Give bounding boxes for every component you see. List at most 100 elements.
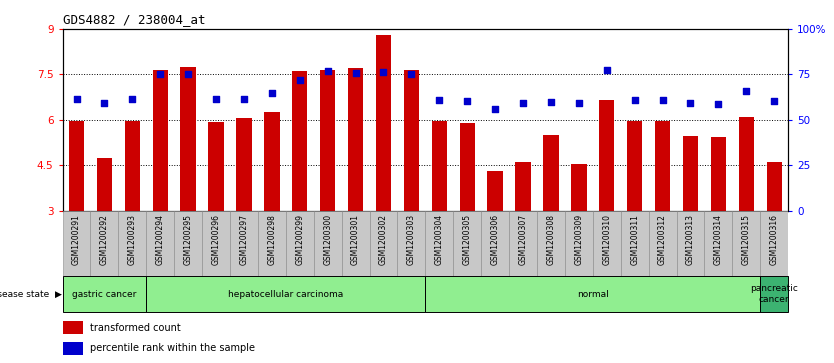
Point xyxy=(349,70,362,76)
Bar xyxy=(711,137,726,211)
Bar xyxy=(761,276,788,312)
Text: GSM1200305: GSM1200305 xyxy=(463,214,472,265)
Bar xyxy=(432,121,447,211)
Bar xyxy=(593,211,620,276)
Point xyxy=(545,99,558,105)
Bar xyxy=(258,211,286,276)
Point xyxy=(684,100,697,106)
Text: gastric cancer: gastric cancer xyxy=(73,290,137,298)
Bar xyxy=(509,211,537,276)
Point xyxy=(600,67,614,73)
Point xyxy=(516,100,530,106)
Text: pancreatic
cancer: pancreatic cancer xyxy=(751,284,798,304)
Text: GSM1200296: GSM1200296 xyxy=(212,214,220,265)
Bar xyxy=(705,211,732,276)
Bar xyxy=(63,211,90,276)
Bar xyxy=(425,211,453,276)
Point xyxy=(70,96,83,102)
Bar xyxy=(146,211,174,276)
Bar xyxy=(286,211,314,276)
Text: GSM1200307: GSM1200307 xyxy=(519,214,528,265)
Bar xyxy=(118,211,146,276)
Bar xyxy=(342,211,369,276)
Bar xyxy=(425,276,761,312)
Point xyxy=(711,101,725,107)
Text: GSM1200301: GSM1200301 xyxy=(351,214,360,265)
Bar xyxy=(460,123,475,211)
Point xyxy=(153,71,167,77)
Text: GSM1200309: GSM1200309 xyxy=(575,214,583,265)
Bar xyxy=(320,70,335,211)
Bar xyxy=(481,211,509,276)
Text: GSM1200300: GSM1200300 xyxy=(323,214,332,265)
Bar xyxy=(348,68,364,211)
Text: GSM1200303: GSM1200303 xyxy=(407,214,416,265)
Bar xyxy=(537,211,565,276)
Point xyxy=(740,88,753,94)
Point xyxy=(767,98,781,104)
Bar xyxy=(230,211,258,276)
Point xyxy=(404,71,418,77)
Bar xyxy=(766,162,781,211)
Text: GSM1200299: GSM1200299 xyxy=(295,214,304,265)
Text: GSM1200311: GSM1200311 xyxy=(631,214,639,265)
Bar xyxy=(683,136,698,211)
Point xyxy=(321,69,334,74)
Bar xyxy=(292,72,308,211)
Text: GSM1200294: GSM1200294 xyxy=(156,214,165,265)
Bar xyxy=(487,171,503,211)
Text: GSM1200292: GSM1200292 xyxy=(100,214,109,265)
Point xyxy=(572,100,585,106)
Text: GSM1200306: GSM1200306 xyxy=(490,214,500,265)
Text: GSM1200295: GSM1200295 xyxy=(183,214,193,265)
Bar xyxy=(565,211,593,276)
Bar xyxy=(676,211,705,276)
Text: hepatocellular carcinoma: hepatocellular carcinoma xyxy=(229,290,344,298)
Text: GSM1200308: GSM1200308 xyxy=(546,214,555,265)
Bar xyxy=(314,211,342,276)
Bar xyxy=(90,211,118,276)
Point xyxy=(209,96,223,102)
Bar xyxy=(620,211,649,276)
Point xyxy=(237,96,250,102)
Text: GSM1200297: GSM1200297 xyxy=(239,214,249,265)
Text: transformed count: transformed count xyxy=(90,323,180,333)
Bar xyxy=(63,321,83,334)
Bar xyxy=(732,211,761,276)
Point xyxy=(98,100,111,106)
Point xyxy=(182,71,195,77)
Point xyxy=(377,69,390,75)
Bar xyxy=(376,35,391,211)
Point xyxy=(293,78,306,83)
Point xyxy=(460,98,474,104)
Bar xyxy=(146,276,425,312)
Point xyxy=(628,97,641,103)
Bar xyxy=(180,67,196,211)
Bar xyxy=(97,158,112,211)
Text: GSM1200314: GSM1200314 xyxy=(714,214,723,265)
Bar xyxy=(599,100,615,211)
Point xyxy=(656,97,669,103)
Text: normal: normal xyxy=(577,290,609,298)
Bar xyxy=(236,118,252,211)
Bar xyxy=(264,112,279,211)
Text: GSM1200310: GSM1200310 xyxy=(602,214,611,265)
Bar xyxy=(208,122,224,211)
Bar xyxy=(202,211,230,276)
Point xyxy=(126,96,139,102)
Bar xyxy=(63,342,83,355)
Bar xyxy=(174,211,202,276)
Bar xyxy=(453,211,481,276)
Text: GSM1200293: GSM1200293 xyxy=(128,214,137,265)
Bar xyxy=(398,211,425,276)
Text: GSM1200315: GSM1200315 xyxy=(741,214,751,265)
Bar xyxy=(153,70,168,211)
Text: GSM1200298: GSM1200298 xyxy=(268,214,276,265)
Text: percentile rank within the sample: percentile rank within the sample xyxy=(90,343,254,354)
Text: GSM1200313: GSM1200313 xyxy=(686,214,695,265)
Bar xyxy=(63,276,146,312)
Text: GSM1200302: GSM1200302 xyxy=(379,214,388,265)
Text: disease state  ▶: disease state ▶ xyxy=(0,290,62,298)
Text: GSM1200316: GSM1200316 xyxy=(770,214,779,265)
Point xyxy=(265,90,279,95)
